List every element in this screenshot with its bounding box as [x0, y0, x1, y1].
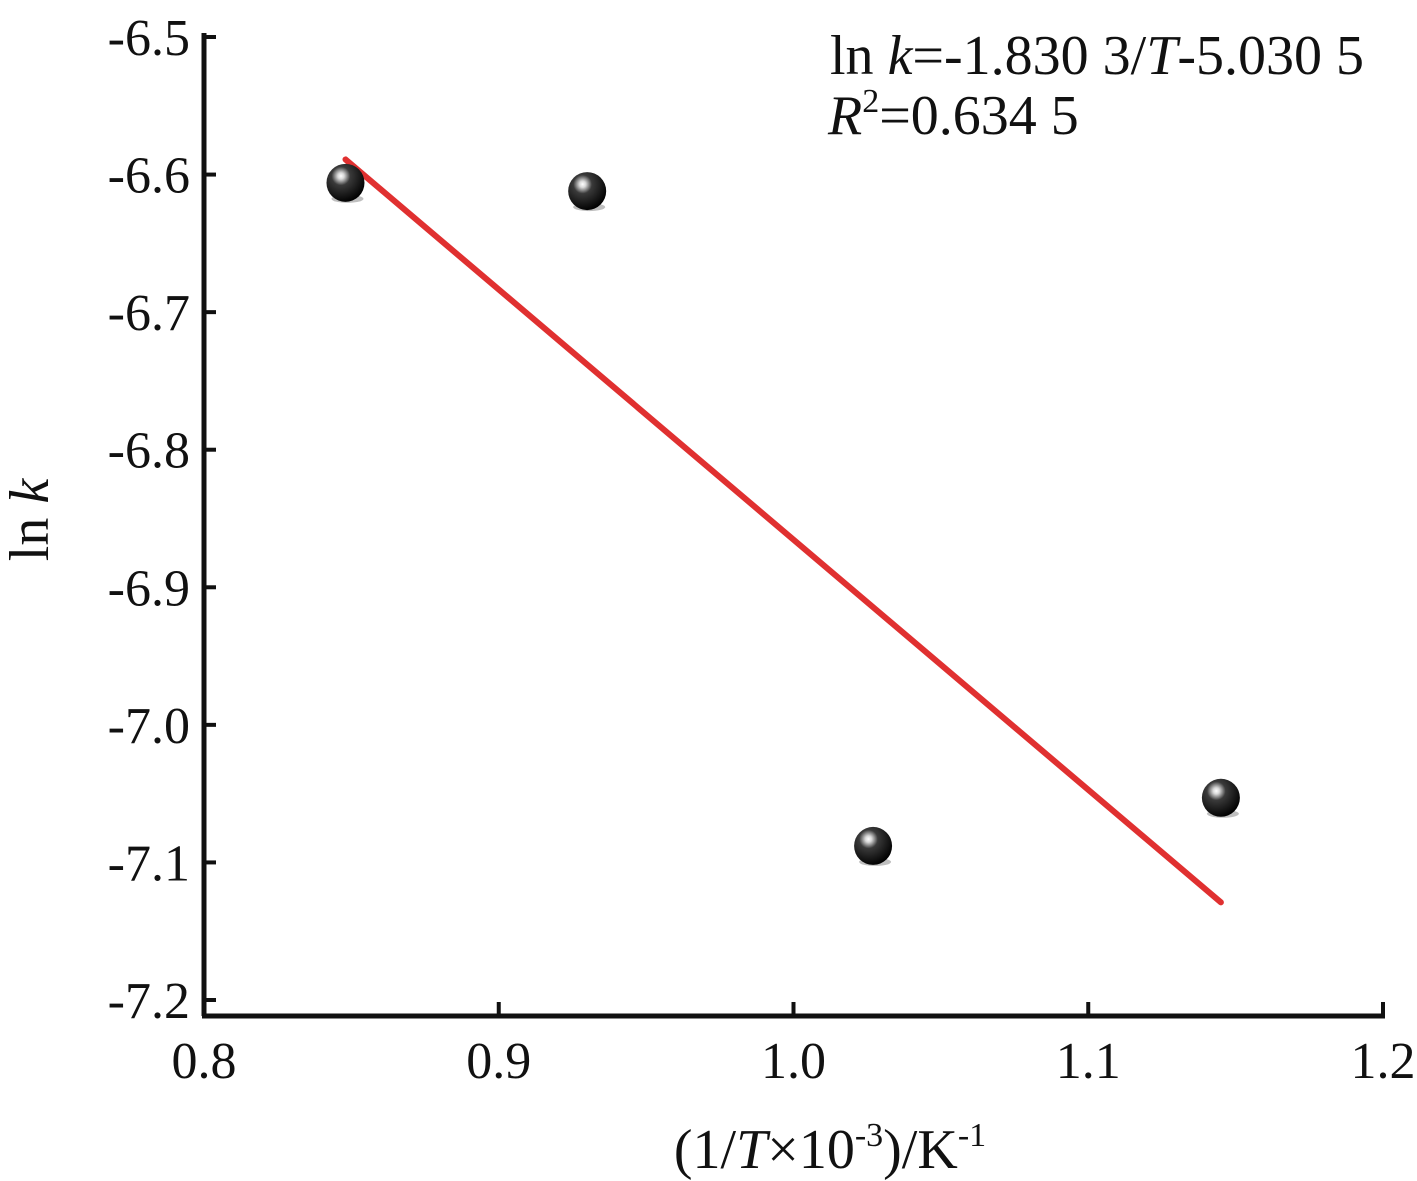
fit-equation: ln k=-1.830 3/T-5.030 5: [830, 25, 1364, 87]
y-tick-label: -6.7: [108, 285, 190, 342]
x-tick-label: 1.1: [1056, 1033, 1121, 1090]
y-tick-label: -7.2: [108, 973, 190, 1030]
r-squared: R2=0.634 5: [827, 83, 1079, 147]
data-point: [568, 172, 607, 212]
x-tick-label: 1.2: [1351, 1033, 1416, 1090]
fit-line-group: [342, 156, 1224, 906]
y-tick-label: -7.0: [108, 698, 190, 755]
x-axis-title: (1/T×10-3)/K-1: [674, 1117, 986, 1181]
axes: [201, 33, 1385, 1019]
x-ticks: 0.8 0.9 1.0 1.1 1.2: [172, 1002, 1416, 1090]
fit-line: [342, 156, 1224, 906]
data-point: [326, 163, 365, 203]
y-ticks: -6.5 -6.6 -6.7 -6.8 -6.9 -7.0 -7.1 -7.2: [108, 10, 216, 1030]
x-tick-label: 0.9: [466, 1033, 531, 1090]
y-tick-label: -7.1: [108, 835, 190, 892]
y-tick-label: -6.6: [108, 148, 190, 205]
y-tick-label: -6.8: [108, 423, 190, 480]
y-tick-label: -6.9: [108, 560, 190, 617]
x-tick-label: 1.0: [761, 1033, 826, 1090]
y-axis-title: ln k: [0, 478, 61, 562]
data-point: [854, 826, 893, 866]
data-point: [1201, 778, 1240, 818]
y-tick-label: -6.5: [108, 10, 190, 67]
x-tick-label: 0.8: [172, 1033, 237, 1090]
data-points: [326, 163, 1240, 866]
